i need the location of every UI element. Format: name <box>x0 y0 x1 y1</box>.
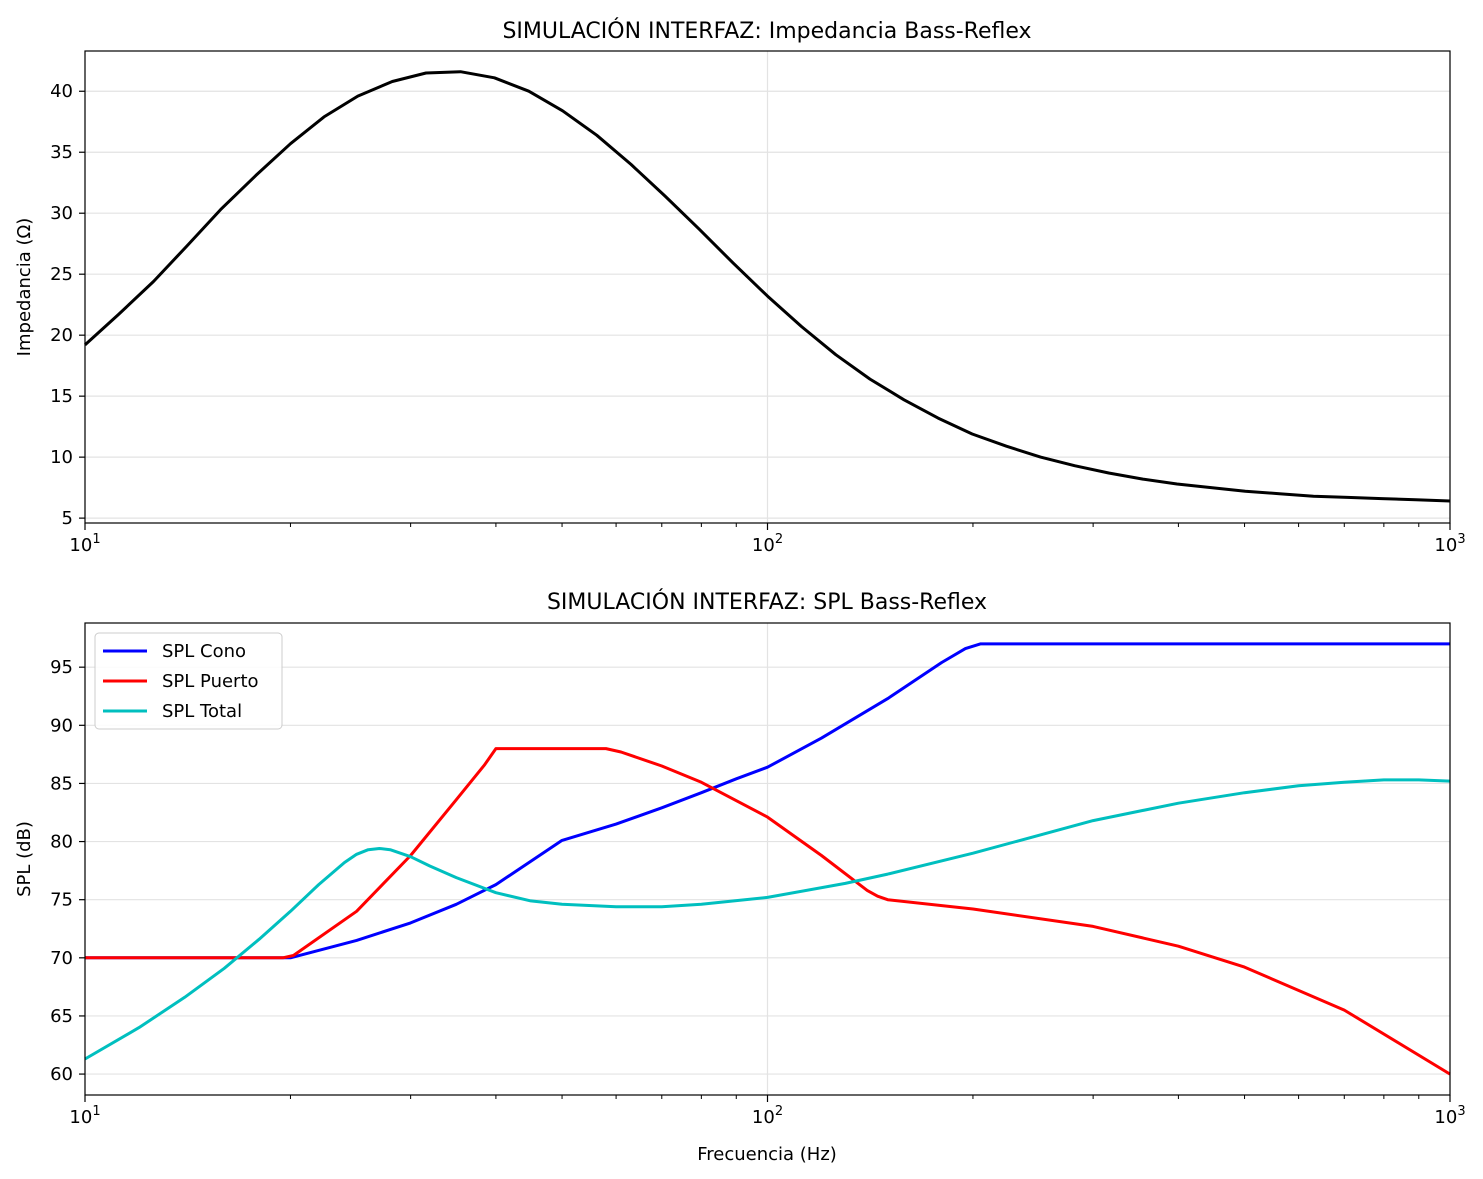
legend-box <box>94 632 283 730</box>
impedance-y-tick-label: 30 <box>50 203 73 224</box>
legend-label-spl-total: SPL Total <box>162 701 242 722</box>
impedance-chart-title: SIMULACIÓN INTERFAZ: Impedancia Bass-Ref… <box>502 18 1031 44</box>
spl-x-axis-label: Frecuencia (Hz) <box>697 1144 837 1165</box>
legend-label-spl-cono: SPL Cono <box>162 641 246 662</box>
spl-y-tick-label: 85 <box>50 773 73 794</box>
series-line-spl-cono <box>85 642 1450 960</box>
impedance-y-tick-label: 25 <box>50 264 73 285</box>
impedance-y-tick-label: 15 <box>50 386 73 407</box>
spl-grid <box>84 623 1451 1095</box>
spl-y-tick-label: 70 <box>50 948 73 969</box>
spl-y-tick-label: 65 <box>50 1006 73 1027</box>
spl-y-tick-label: 90 <box>50 715 73 736</box>
impedance-y-tick-label: 5 <box>62 508 73 529</box>
spl-series <box>84 642 1451 1076</box>
impedance-series <box>83 70 1451 503</box>
series-line-spl-total <box>84 778 1451 1061</box>
impedance-y-tick-label: 40 <box>50 81 73 102</box>
legend-label-spl-puerto: SPL Puerto <box>162 671 259 692</box>
impedance-y-tick-label: 20 <box>50 325 73 346</box>
impedance-x-tick-label: 103 <box>1434 532 1465 556</box>
spl-y-ticks: 60 65 70 75 80 85 90 95 <box>50 657 85 1085</box>
spl-y-tick-label: 75 <box>50 890 73 911</box>
spl-y-tick-label: 60 <box>50 1064 73 1085</box>
spl-chart-title: SIMULACIÓN INTERFAZ: SPL Bass-Reflex <box>547 589 987 615</box>
series-line-impedance-curve <box>83 70 1451 503</box>
impedance-y-tick-label: 35 <box>50 142 73 163</box>
spl-y-tick-label: 80 <box>50 832 73 853</box>
impedance-y-axis-label: Impedancia (Ω) <box>14 218 35 357</box>
spl-legend: SPL Cono SPL Puerto SPL Total <box>94 632 283 730</box>
impedance-y-ticks: 5 10 15 20 25 30 35 40 <box>50 81 85 529</box>
impedance-y-tick-label: 10 <box>50 447 73 468</box>
spl-y-axis-label: SPL (dB) <box>14 821 35 897</box>
spl-y-tick-label: 95 <box>50 657 73 678</box>
series-line-spl-puerto <box>85 747 1451 1076</box>
